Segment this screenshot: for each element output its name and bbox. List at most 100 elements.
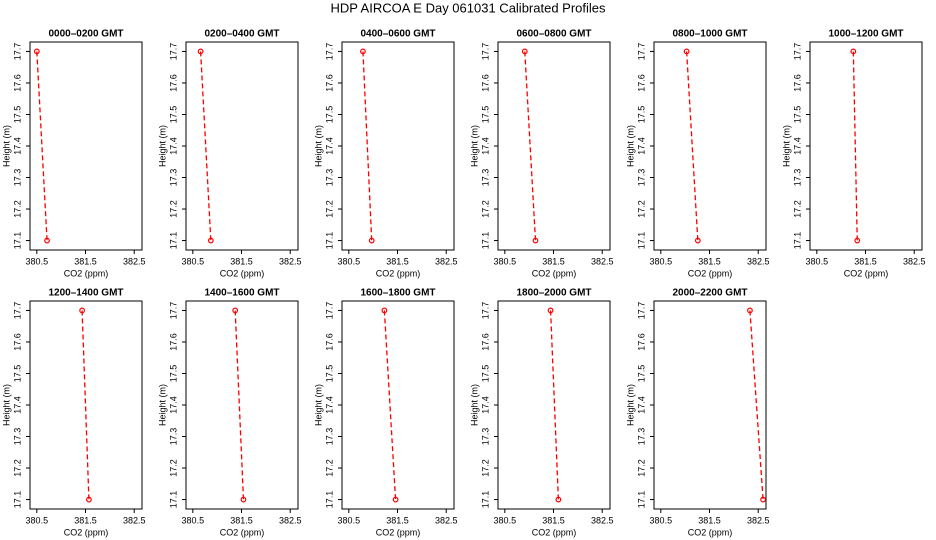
x-tick-label: 382.5 bbox=[279, 256, 302, 266]
y-tick-label: 17.1 bbox=[12, 491, 22, 509]
y-tick-label: 17.3 bbox=[168, 169, 178, 187]
panel-title: 1000–1200 GMT bbox=[828, 29, 903, 40]
y-tick-label: 17.5 bbox=[636, 365, 646, 383]
y-axis-label: Height (m) bbox=[157, 125, 167, 167]
profile-line bbox=[852, 51, 858, 241]
point bbox=[392, 496, 399, 503]
profile-line bbox=[199, 51, 212, 241]
point bbox=[854, 237, 861, 244]
point bbox=[850, 48, 857, 55]
point bbox=[368, 237, 375, 244]
point bbox=[240, 496, 247, 503]
plot-frame bbox=[29, 41, 143, 251]
point bbox=[760, 496, 766, 503]
panel-title: 1600–1800 GMT bbox=[360, 288, 435, 299]
plot-frame bbox=[653, 300, 767, 510]
profile-line bbox=[524, 51, 537, 241]
x-tick-label: 382.5 bbox=[903, 256, 926, 266]
y-tick-label: 17.7 bbox=[636, 302, 646, 320]
y-tick-label: 17.7 bbox=[480, 43, 490, 61]
x-axis-label: CO2 (ppm) bbox=[532, 527, 577, 537]
profile-line bbox=[749, 310, 764, 500]
y-tick-label: 17.4 bbox=[12, 137, 22, 155]
x-tick-label: 380.5 bbox=[494, 256, 517, 266]
point bbox=[694, 237, 701, 244]
y-tick-label: 17.3 bbox=[324, 428, 334, 446]
point bbox=[207, 237, 214, 244]
y-tick-label: 17.1 bbox=[324, 491, 334, 509]
y-tick-label: 17.2 bbox=[12, 459, 22, 477]
y-tick-label: 17.2 bbox=[636, 200, 646, 218]
plot-frame bbox=[653, 41, 767, 251]
point bbox=[381, 307, 388, 314]
plot-frame bbox=[341, 41, 455, 251]
plot-frame bbox=[29, 300, 143, 510]
point bbox=[555, 496, 562, 503]
y-tick-label: 17.5 bbox=[168, 365, 178, 383]
y-tick-label: 17.4 bbox=[636, 396, 646, 414]
y-tick-label: 17.1 bbox=[168, 491, 178, 509]
y-tick-label: 17.3 bbox=[12, 428, 22, 446]
y-tick-label: 17.4 bbox=[636, 137, 646, 155]
x-axis-label: CO2 (ppm) bbox=[688, 527, 733, 537]
x-tick-label: 380.5 bbox=[182, 256, 205, 266]
y-tick-label: 17.6 bbox=[480, 74, 490, 92]
y-tick-label: 17.5 bbox=[480, 106, 490, 124]
x-tick-label: 381.5 bbox=[74, 515, 97, 525]
x-tick-label: 380.5 bbox=[806, 256, 829, 266]
plot-frame bbox=[341, 300, 455, 510]
y-tick-label: 17.4 bbox=[480, 137, 490, 155]
y-tick-label: 17.1 bbox=[168, 232, 178, 250]
x-tick-label: 380.5 bbox=[338, 515, 361, 525]
plot-frame bbox=[497, 41, 611, 251]
y-axis-label: Height (m) bbox=[469, 125, 479, 167]
y-axis-label: Height (m) bbox=[1, 384, 11, 426]
y-tick-label: 17.3 bbox=[792, 169, 802, 187]
y-tick-label: 17.6 bbox=[324, 333, 334, 351]
point bbox=[79, 307, 86, 314]
y-tick-label: 17.7 bbox=[636, 43, 646, 61]
point bbox=[547, 307, 554, 314]
x-tick-label: 382.5 bbox=[279, 515, 302, 525]
x-tick-label: 382.5 bbox=[747, 256, 770, 266]
x-tick-label: 381.5 bbox=[698, 256, 721, 266]
y-tick-label: 17.6 bbox=[12, 333, 22, 351]
y-tick-label: 17.3 bbox=[168, 428, 178, 446]
x-axis-label: CO2 (ppm) bbox=[844, 268, 889, 278]
y-tick-label: 17.4 bbox=[792, 137, 802, 155]
y-tick-label: 17.4 bbox=[324, 396, 334, 414]
y-tick-label: 17.7 bbox=[792, 43, 802, 61]
x-tick-label: 382.5 bbox=[591, 515, 614, 525]
x-tick-label: 380.5 bbox=[182, 515, 205, 525]
panel-title: 1800–2000 GMT bbox=[516, 288, 591, 299]
y-tick-label: 17.7 bbox=[12, 43, 22, 61]
x-tick-label: 381.5 bbox=[230, 515, 253, 525]
x-tick-label: 381.5 bbox=[74, 256, 97, 266]
point bbox=[232, 307, 239, 314]
x-axis-label: CO2 (ppm) bbox=[532, 268, 577, 278]
x-tick-label: 381.5 bbox=[386, 256, 409, 266]
y-tick-label: 17.7 bbox=[324, 302, 334, 320]
y-tick-label: 17.6 bbox=[168, 333, 178, 351]
y-tick-label: 17.1 bbox=[12, 232, 22, 250]
x-tick-label: 381.5 bbox=[542, 515, 565, 525]
y-tick-label: 17.2 bbox=[324, 200, 334, 218]
point bbox=[683, 48, 690, 55]
x-tick-label: 382.5 bbox=[591, 256, 614, 266]
plot-frame bbox=[185, 41, 299, 251]
x-axis-label: CO2 (ppm) bbox=[220, 268, 265, 278]
point bbox=[532, 237, 539, 244]
y-tick-label: 17.1 bbox=[324, 232, 334, 250]
y-tick-label: 17.4 bbox=[324, 137, 334, 155]
y-tick-label: 17.3 bbox=[480, 428, 490, 446]
profile-line bbox=[81, 310, 90, 500]
x-tick-label: 380.5 bbox=[26, 515, 49, 525]
y-tick-label: 17.4 bbox=[168, 396, 178, 414]
y-axis-label: Height (m) bbox=[157, 384, 167, 426]
x-axis-label: CO2 (ppm) bbox=[64, 527, 109, 537]
x-tick-label: 382.5 bbox=[435, 256, 458, 266]
profile-line bbox=[383, 310, 397, 500]
y-tick-label: 17.2 bbox=[480, 200, 490, 218]
y-axis-label: Height (m) bbox=[313, 384, 323, 426]
